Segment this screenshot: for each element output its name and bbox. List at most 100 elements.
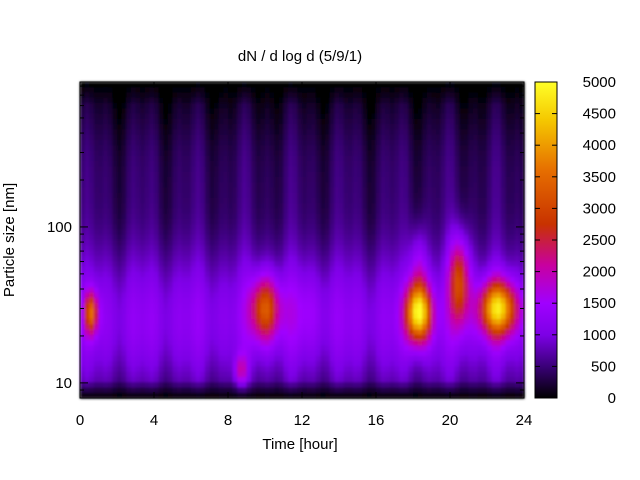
heatmap-cell [302,308,308,315]
heatmap-cell [357,192,363,199]
heatmap-cell [84,350,90,357]
heatmap-cell [366,166,372,173]
heatmap-cell [177,266,183,273]
heatmap-cell [413,124,419,130]
heatmap-cell [454,166,460,173]
heatmap-cell [172,382,178,389]
heatmap-cell [126,303,132,310]
heatmap-cell [135,350,141,357]
heatmap-cell [348,308,354,315]
heatmap-cell [297,340,303,346]
heatmap-cell [343,139,349,146]
heatmap-cell [315,82,322,88]
heatmap-cell [440,129,446,136]
heatmap-cell [408,103,414,109]
heatmap-cell [302,171,308,178]
heatmap-cell [144,224,150,231]
heatmap-cell [436,218,442,225]
heatmap-cell [445,297,451,304]
heatmap-cell [288,176,294,183]
heatmap-cell [417,113,423,120]
heatmap-cell [413,208,419,215]
heatmap-cell [436,82,442,88]
heatmap-cell [357,145,363,152]
heatmap-cell [107,276,113,283]
heatmap-cell [144,213,150,220]
heatmap-cell [440,255,446,262]
heatmap-cell [454,271,460,278]
heatmap-cell [297,208,303,215]
heatmap-cell [163,192,169,199]
heatmap-cell [399,345,405,352]
heatmap-cell [121,208,127,215]
heatmap-cell [126,292,132,299]
heatmap-cell [297,250,303,257]
heatmap-cell [283,92,289,99]
heatmap-cell [292,176,298,183]
heatmap-cell [459,292,465,299]
heatmap-cell [126,82,132,88]
heatmap-cell [269,340,275,346]
heatmap-cell [352,303,359,310]
heatmap-cell [130,371,137,378]
heatmap-cell [408,134,414,141]
heatmap-cell [130,197,137,204]
heatmap-cell [288,229,294,236]
heatmap-cell [214,134,220,141]
heatmap-cell [84,213,90,220]
heatmap-cell [103,250,109,257]
heatmap-cell [172,218,178,225]
heatmap-cell [454,82,460,88]
heatmap-cell [135,334,141,341]
heatmap-cell [117,213,123,220]
heatmap-cell [204,366,211,373]
heatmap-cell [389,161,396,167]
heatmap-cell [417,192,423,199]
heatmap-cell [431,224,437,231]
heatmap-cell [255,271,261,278]
heatmap-cell [329,182,335,188]
heatmap-cell [274,113,280,120]
heatmap-cell [126,166,132,173]
heatmap-cell [204,282,211,288]
heatmap-cell [431,282,437,288]
heatmap-cell [352,329,359,336]
heatmap-cell [241,176,248,183]
heatmap-cell [80,139,86,146]
heatmap-cell [431,334,437,341]
heatmap-cell [89,234,95,241]
heatmap-cell [126,118,132,125]
heatmap-cell [320,276,326,283]
heatmap-cell [135,92,141,99]
heatmap-cell [204,266,211,273]
heatmap-cell [315,197,322,204]
heatmap-cell [98,134,104,141]
heatmap-cell [306,292,312,299]
heatmap-cell [436,124,442,130]
heatmap-cell [445,197,451,204]
heatmap-cell [135,340,141,346]
heatmap-cell [431,245,437,252]
heatmap-cell [362,103,368,109]
heatmap-cell [232,224,238,231]
heatmap-cell [154,345,160,352]
heatmap-cell [413,176,419,183]
heatmap-cell [422,319,428,325]
heatmap-cell [241,292,248,299]
heatmap-cell [352,124,359,130]
heatmap-cell [121,103,127,109]
heatmap-cell [269,245,275,252]
heatmap-cell [380,371,386,378]
heatmap-cell [278,150,285,157]
heatmap-cell [177,382,183,389]
heatmap-cell [80,261,86,267]
heatmap-cell [334,340,340,346]
heatmap-cell [204,287,211,294]
heatmap-cell [440,308,446,315]
heatmap-cell [223,155,229,162]
heatmap-cell [417,182,423,188]
heatmap-cell [325,350,331,357]
heatmap-cell [422,155,428,162]
heatmap-cell [352,129,359,136]
heatmap-cell [177,218,183,225]
